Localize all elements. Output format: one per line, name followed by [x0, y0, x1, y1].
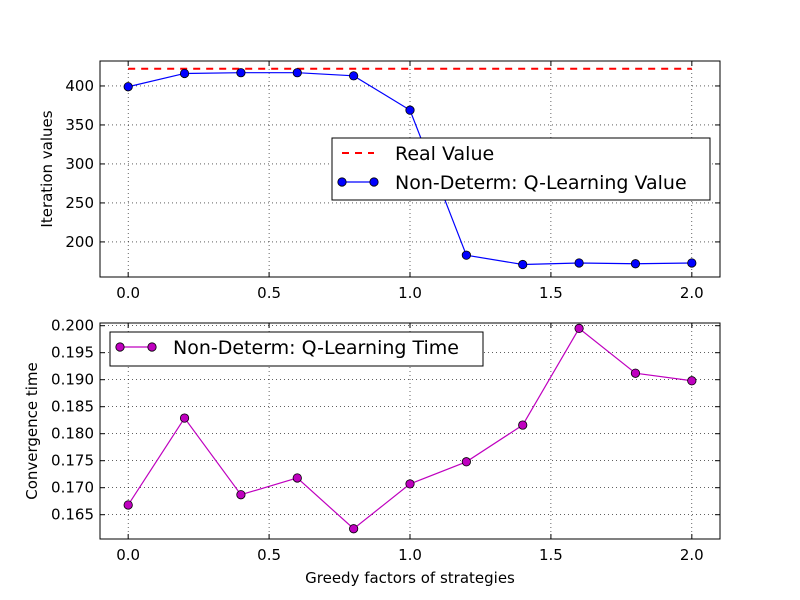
x-tick-label: 0.5 [257, 546, 281, 564]
chart-panel-2: 0.0 0.5 1.0 1.5 2.0 0.165 0.170 0.175 0.180 0.185… [23, 317, 721, 587]
legend-swatch-marker [147, 342, 157, 352]
y-tick-label: 0.170 [51, 479, 94, 497]
y-tick-label: 300 [65, 155, 94, 173]
y-tick-label: 0.175 [51, 452, 94, 470]
y-tick-label: 200 [65, 233, 94, 251]
data-point [123, 500, 133, 510]
y-tick-label: 350 [65, 116, 94, 134]
x-tick-label: 1.0 [398, 284, 422, 302]
data-point [574, 323, 584, 333]
series-2 [123, 68, 697, 270]
y-tick-label: 0.185 [51, 398, 94, 416]
data-point [236, 490, 246, 500]
legend-label: Non-Determ: Q-Learning Time [173, 337, 459, 359]
axes-frame [99, 322, 721, 540]
legend: Non-Determ: Q-Learning Time [109, 331, 484, 367]
data-point [461, 250, 471, 260]
legend-box [109, 331, 484, 367]
data-point [630, 368, 641, 378]
data-point [292, 68, 302, 78]
data-point [292, 473, 302, 483]
y-tick-label: 0.165 [51, 506, 94, 524]
data-point [179, 68, 190, 79]
x-tick-label: 2.0 [680, 546, 704, 564]
y-tick-label: 0.190 [51, 371, 94, 389]
data-point [349, 524, 359, 534]
data-point [518, 259, 528, 270]
x-tick-label: 2.0 [680, 284, 704, 302]
x-tick-label: 1.0 [398, 546, 422, 564]
y-axis-label: Iteration values [38, 110, 56, 227]
legend-swatch-marker [115, 342, 125, 352]
x-tick-label: 0.5 [257, 284, 281, 302]
x-axis-label: Greedy factors of strategies [305, 569, 515, 587]
data-point [123, 82, 133, 92]
legend-label: Non-Determ: Q-Learning Value [395, 172, 687, 194]
y-axis-label: Convergence time [23, 362, 41, 500]
legend-label: Real Value [395, 143, 494, 165]
legend-swatch-marker [369, 177, 379, 187]
y-tick-label: 0.180 [51, 425, 94, 443]
legend: Real Value Non-Determ: Q-Learning Value [331, 137, 711, 201]
data-point [461, 457, 471, 467]
x-tick-label: 0.0 [116, 284, 140, 302]
data-point [574, 258, 584, 268]
y-tick-label: 400 [65, 77, 94, 95]
data-point [349, 71, 359, 81]
chart-panel-1: 0.0 0.5 1.0 1.5 2.0 200 250 300 350 400 Iteration … [38, 60, 721, 302]
y-tick-label: 0.200 [51, 317, 94, 335]
data-point [687, 376, 697, 386]
data-point [405, 479, 415, 489]
data-point [236, 68, 246, 78]
y-tick-label: 250 [65, 194, 94, 212]
x-tick-label: 0.0 [116, 546, 140, 564]
data-point [179, 413, 190, 423]
data-point [687, 258, 697, 268]
data-point [630, 259, 641, 269]
legend-swatch-marker [337, 177, 347, 187]
legend-box [331, 137, 711, 201]
x-tick-label: 1.5 [539, 284, 563, 302]
series-1 [123, 323, 697, 534]
y-tick-label: 0.195 [51, 344, 94, 362]
x-tick-label: 1.5 [539, 546, 563, 564]
axes-frame [99, 60, 721, 278]
data-point [518, 420, 528, 430]
data-point [405, 105, 415, 115]
